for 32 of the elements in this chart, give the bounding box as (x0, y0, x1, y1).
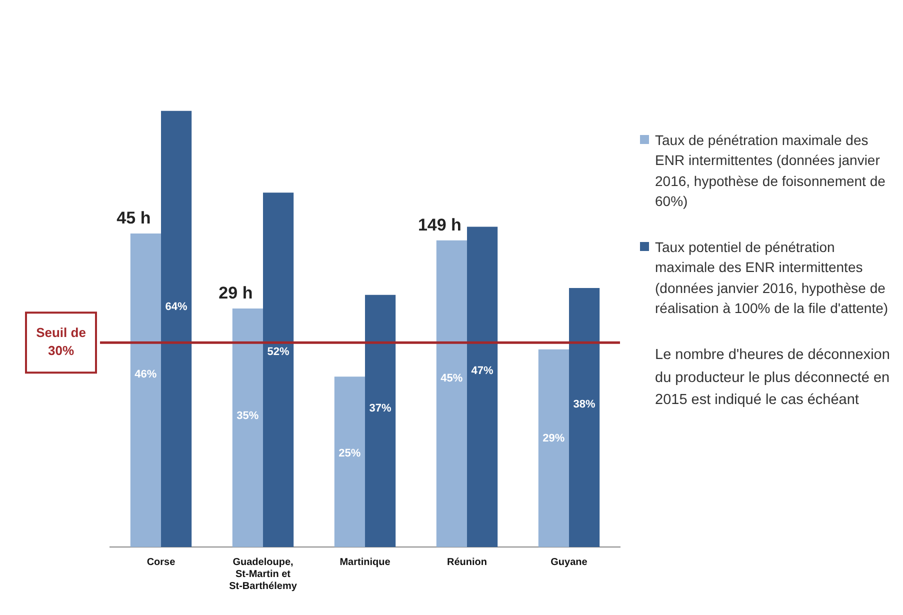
bar (538, 349, 569, 547)
bar (467, 226, 498, 547)
bar (569, 288, 600, 547)
x-tick-label: Corse (146, 556, 176, 568)
bar (232, 308, 263, 547)
annotation: 45 h (116, 208, 151, 228)
bar (130, 234, 161, 547)
x-tick-label: Réunion (447, 556, 487, 568)
legend-label: Taux potentiel de pénétration maximale des ENR intermittentes (données janvier 2016, hypothèse de réalisation à 100% de la file d'attente) (655, 238, 890, 318)
bar (263, 192, 294, 547)
data-label: 64% (165, 301, 188, 314)
ref-line-label: Seuil de 30% (36, 325, 86, 358)
bar (365, 294, 396, 547)
legend-label: Taux de pénétration maximale des ENR intermittentes (données janvier 2016, hypothèse de foisonnement de 60%) (655, 131, 886, 211)
data-label: 25% (338, 447, 361, 460)
data-label: 47% (471, 364, 494, 377)
data-label: 52% (267, 346, 290, 358)
data-label: 46% (134, 368, 157, 381)
annotation: 149 h (418, 216, 462, 235)
annotation: 29 h (218, 284, 253, 303)
data-label: 35% (236, 410, 259, 422)
bar (334, 376, 365, 547)
data-label: 29% (542, 432, 565, 444)
x-tick-label: Guadeloupe, St-Martin et St-Barthélemy (229, 556, 298, 592)
text: Le nombre d'heures de déconnexion du producteur le plus déconnecté en 2015 est indiqué le cas échéant (655, 346, 890, 410)
data-label: 37% (369, 402, 392, 414)
x-tick-label: Guyane (550, 556, 588, 568)
data-label: 38% (573, 398, 596, 411)
x-tick-label: Martinique (340, 556, 391, 568)
bar (161, 110, 192, 547)
bar (436, 240, 467, 547)
data-label: 45% (440, 372, 463, 384)
